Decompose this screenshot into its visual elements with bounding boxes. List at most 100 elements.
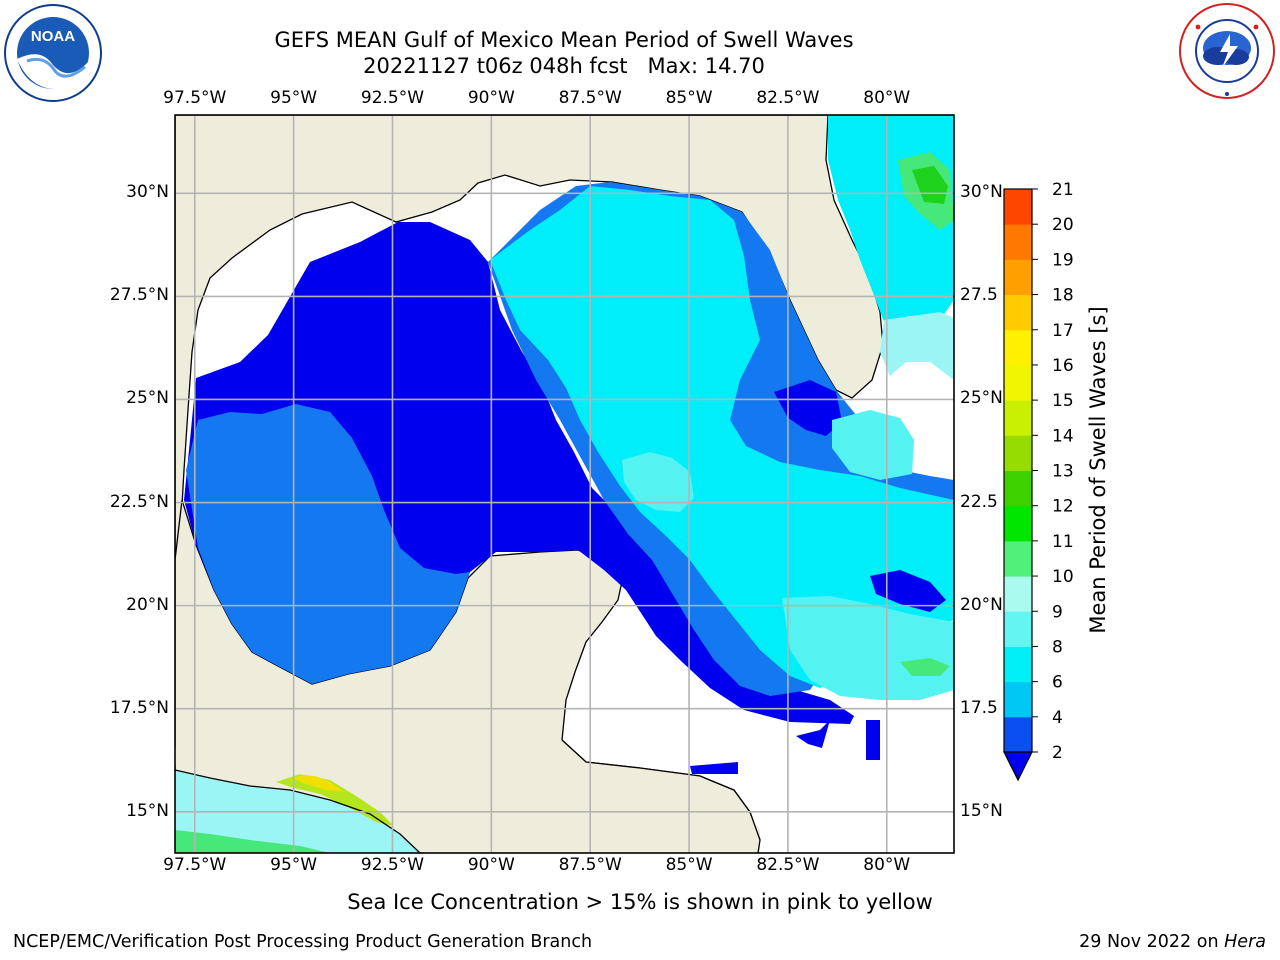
- colorbar-tick-label: 21: [1052, 180, 1074, 200]
- colorbar-tick-label: 17: [1052, 321, 1074, 341]
- colorbar-tick-label: 18: [1052, 286, 1074, 306]
- central-america-land: [175, 740, 760, 853]
- chart-title: GEFS MEAN Gulf of Mexico Mean Period of …: [274, 28, 854, 52]
- swell-zone-mid-west: [186, 404, 470, 684]
- lat-tick-left: 17.5°N: [109, 697, 169, 718]
- footer-date: 29 Nov 2022 on Hera: [1079, 932, 1266, 952]
- us-coastline: [175, 115, 884, 561]
- swell-zone-pacific-yellow-2: [292, 774, 344, 792]
- lat-tick-right: 22.5: [960, 491, 998, 512]
- colorbar-segment: [1004, 681, 1032, 718]
- lat-tick-right: 20°N: [960, 594, 1003, 615]
- noaa-logo: NOAA: [4, 4, 102, 102]
- swell-zone-cyan-keys: [832, 410, 914, 480]
- colorbar-segment: [1004, 364, 1032, 401]
- colorbar-segment: [1004, 505, 1032, 542]
- colorbar-tick-label: 14: [1052, 426, 1074, 446]
- colorbar-segment: [1004, 716, 1032, 753]
- colorbar-tick-label: 11: [1052, 532, 1074, 552]
- lat-tick-left: 22.5°N: [109, 491, 169, 512]
- footer-date-text: 29 Nov 2022 on: [1079, 932, 1219, 952]
- lon-tick-bottom: 97.5°W: [163, 855, 227, 875]
- lat-tick-left: 27.5°N: [109, 285, 169, 306]
- swell-zone-pacific-green: [175, 830, 330, 853]
- forecast-date: 20221127 t06z 048h fcst: [363, 54, 628, 78]
- footer-host: Hera: [1224, 932, 1266, 952]
- map-content: [175, 115, 954, 853]
- honduras-coastline: [561, 739, 761, 853]
- colorbar-segment: [1004, 611, 1032, 647]
- colorbar-segment: [1004, 329, 1032, 366]
- swell-zone-green-south: [900, 658, 950, 676]
- graticule: [175, 115, 954, 853]
- swell-zone-light-center: [622, 452, 694, 512]
- colorbar-tick-label: 9: [1052, 602, 1063, 622]
- lon-tick-top: 85°W: [665, 88, 713, 108]
- colorbar-segment: [1004, 189, 1032, 225]
- colorbar-tick-label: 2: [1052, 743, 1063, 763]
- lon-tick-bottom: 87.5°W: [558, 855, 622, 875]
- colorbar-segment: [1004, 259, 1032, 296]
- lon-tick-top: 82.5°W: [756, 88, 820, 108]
- lon-tick-bottom: 95°W: [270, 855, 318, 875]
- lon-tick-bottom: 85°W: [665, 855, 713, 875]
- swell-speck-3: [690, 762, 738, 774]
- colorbar-segment: [1004, 646, 1032, 683]
- colorbar-tick-label: 12: [1052, 497, 1074, 517]
- lon-tick-bottom: 80°W: [863, 855, 911, 875]
- lat-tick-right: 17.5: [960, 697, 998, 718]
- colorbar-tick-label: 8: [1052, 637, 1063, 657]
- colorbar-segment: [1004, 294, 1032, 331]
- colorbar-tick-label: 4: [1052, 708, 1063, 728]
- colorbar-label: Mean Period of Swell Waves [s]: [1086, 306, 1110, 634]
- colorbar-tick-label: 16: [1052, 356, 1074, 376]
- lat-tick-right: 25°N: [960, 388, 1003, 409]
- lon-tick-top: 95°W: [270, 88, 318, 108]
- colorbar-segment: [1004, 470, 1032, 507]
- nws-logo: [1179, 3, 1275, 99]
- colorbar-segment: [1004, 400, 1032, 436]
- lat-tick-left: 30°N: [126, 182, 169, 203]
- lat-tick-right: 27.5: [960, 285, 998, 306]
- colorbar-tick-label: 10: [1052, 567, 1074, 587]
- colorbar-extend-arrow: [1003, 751, 1033, 782]
- lat-tick-right: 15°N: [960, 800, 1003, 821]
- lon-tick-top: 92.5°W: [360, 88, 425, 108]
- swell-zone-green-atlantic-2: [912, 166, 948, 204]
- swell-zone-deep-south-eddy: [870, 570, 946, 612]
- swell-zone-deep-east: [774, 380, 842, 436]
- colorbar-segment: [1004, 435, 1032, 471]
- chart-subtitle: 20221127 t06z 048h fcst Max: 14.70: [160, 53, 968, 79]
- swell-zone-cyan-center: [490, 186, 954, 688]
- colorbar: 2 4 6 8 9 10 11 12 13 14 15 16 17 18 19 20 21: [1003, 180, 1074, 782]
- pacific-coastline: [175, 769, 421, 853]
- colorbar-segment: [1004, 224, 1032, 260]
- swell-zone-pacific-yellow: [276, 774, 394, 826]
- colorbar-tick-label: 13: [1052, 462, 1074, 482]
- lon-tick-top: 80°W: [863, 88, 911, 108]
- colorbar-segment: [1004, 576, 1032, 612]
- lon-tick-top: 90°W: [467, 88, 515, 108]
- lon-tick-top: 87.5°W: [558, 88, 622, 108]
- lon-tick-bottom: 90°W: [467, 855, 515, 875]
- swell-speck-1: [796, 720, 830, 748]
- colorbar-tick-label: 20: [1052, 215, 1074, 235]
- sea-ice-note: Sea Ice Concentration > 15% is shown in …: [347, 890, 933, 914]
- colorbar-tick-label: 15: [1052, 391, 1074, 411]
- lat-tick-left: 25°N: [126, 388, 169, 409]
- swell-speck-2: [866, 720, 880, 760]
- swell-zone-pale-bahamas: [880, 312, 954, 380]
- map-frame: [174, 114, 955, 854]
- footer-credit: NCEP/EMC/Verification Post Processing Pr…: [13, 932, 593, 952]
- noaa-logo-text: NOAA: [31, 28, 75, 45]
- lon-tick-top: 97.5°W: [163, 88, 227, 108]
- lon-tick-bottom: 82.5°W: [756, 855, 820, 875]
- max-value: Max: 14.70: [647, 54, 765, 78]
- lat-tick-left: 15°N: [126, 800, 169, 821]
- lat-tick-right: 30°N: [960, 182, 1003, 203]
- lat-tick-left: 20°N: [126, 594, 169, 615]
- colorbar-tick-label: 19: [1052, 250, 1074, 270]
- lon-tick-bottom: 92.5°W: [360, 855, 425, 875]
- colorbar-segment: [1004, 540, 1032, 577]
